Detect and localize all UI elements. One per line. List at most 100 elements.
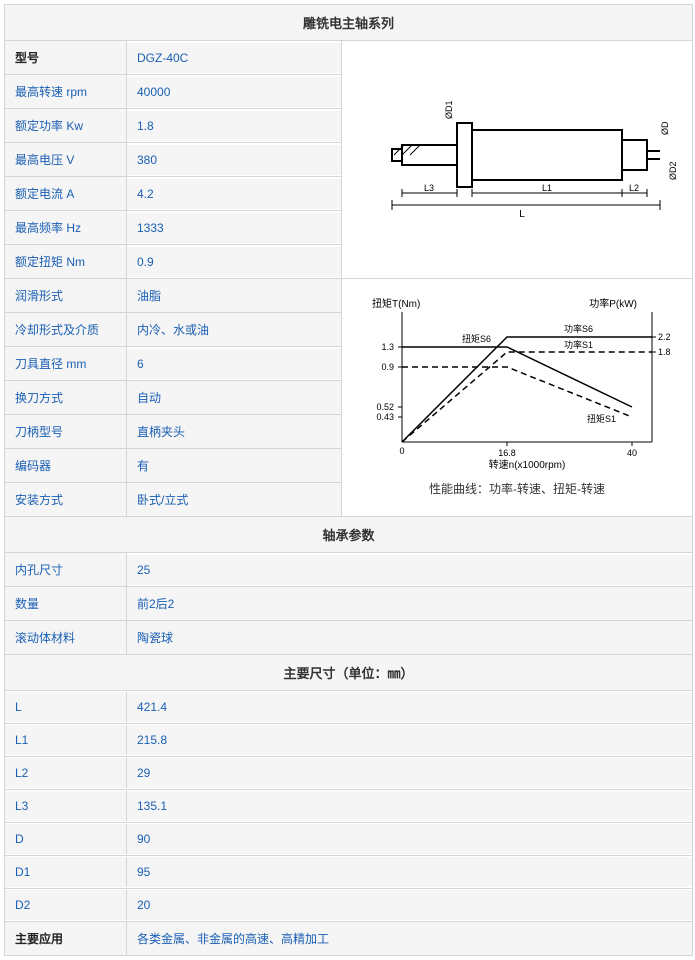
spec-row: D220 [5, 889, 692, 922]
spec-label: 换刀方式 [5, 381, 127, 414]
svg-text:1.3: 1.3 [381, 342, 394, 352]
spec-label: 主要应用 [5, 922, 127, 955]
section3-title: 主要尺寸（单位：㎜） [5, 655, 692, 691]
spec-row: L3135.1 [5, 790, 692, 823]
spec-value: 内冷、水或油 [127, 313, 341, 346]
spec-value: 1333 [127, 213, 341, 243]
svg-text:ØD1: ØD1 [444, 100, 454, 119]
spec-row: 刀具直径 mm6 [5, 347, 341, 381]
spec-value: 6 [127, 349, 341, 379]
spec-label: 润滑形式 [5, 279, 127, 312]
spec-value: 1.8 [127, 111, 341, 141]
spec-row: 换刀方式自动 [5, 381, 341, 415]
svg-text:0.9: 0.9 [381, 362, 394, 372]
svg-text:0: 0 [399, 446, 404, 456]
spec-value: 0.9 [127, 247, 341, 277]
spec-row: 安装方式卧式/立式 [5, 483, 341, 516]
section2-title: 轴承参数 [5, 517, 692, 553]
spec-row: 编码器有 [5, 449, 341, 483]
svg-text:转速n(x1000rpm): 转速n(x1000rpm) [489, 458, 566, 471]
spec-row: 最高电压 V380 [5, 143, 341, 177]
spec-label: 额定电流 A [5, 177, 127, 210]
svg-text:1.8: 1.8 [658, 347, 671, 357]
spindle-diagram-cell: L L1 L2 L3 ØD ØD2 [342, 41, 692, 279]
spindle-diagram: L L1 L2 L3 ØD ØD2 [352, 85, 682, 235]
spec-value: 135.1 [127, 791, 692, 821]
svg-text:扭矩S1: 扭矩S1 [587, 413, 616, 424]
svg-text:2.2: 2.2 [658, 332, 671, 342]
spec-value: 陶瓷球 [127, 621, 692, 654]
spec-label: D [5, 824, 127, 854]
svg-text:ØD2: ØD2 [668, 161, 678, 180]
svg-text:0.52: 0.52 [376, 402, 394, 412]
section3-rows: L421.4L1215.8L229L3135.1D90D195D220主要应用各… [5, 691, 692, 955]
spec-value: 卧式/立式 [127, 483, 341, 516]
spec-value: 29 [127, 758, 692, 788]
section1-content: 型号DGZ-40C最高转速 rpm40000额定功率 Kw1.8最高电压 V38… [5, 41, 692, 517]
spec-row: 额定扭矩 Nm0.9 [5, 245, 341, 279]
spec-label: 安装方式 [5, 483, 127, 516]
spec-row: L421.4 [5, 691, 692, 724]
svg-text:ØD: ØD [660, 120, 670, 134]
spec-value: 油脂 [127, 279, 341, 312]
spec-value: 前2后2 [127, 587, 692, 620]
spec-label: 刀柄型号 [5, 415, 127, 448]
spec-value: 40000 [127, 77, 341, 107]
spec-row: 冷却形式及介质内冷、水或油 [5, 313, 341, 347]
spec-label: 额定扭矩 Nm [5, 245, 127, 278]
spec-value: 直柄夹头 [127, 415, 341, 448]
spec-label: L2 [5, 758, 127, 788]
perf-chart: 扭矩T(Nm) 功率P(kW) 1.3 0.9 0.52 0.43 2.2 1.… [352, 292, 682, 472]
svg-text:功率P(kW): 功率P(kW) [589, 297, 637, 310]
svg-text:L: L [519, 209, 525, 220]
spec-row: L1215.8 [5, 724, 692, 757]
spec-value: 4.2 [127, 179, 341, 209]
spec-value: 有 [127, 449, 341, 482]
spec-value: 25 [127, 555, 692, 585]
spec-row: 额定功率 Kw1.8 [5, 109, 341, 143]
svg-text:扭矩T(Nm): 扭矩T(Nm) [372, 297, 420, 310]
spec-label: L1 [5, 725, 127, 755]
spec-label: 内孔尺寸 [5, 553, 127, 586]
spec-row: L229 [5, 757, 692, 790]
spec-label: 数量 [5, 587, 127, 620]
spec-value: 各类金属、非金属的高速、高精加工 [127, 922, 692, 955]
spec-row: D195 [5, 856, 692, 889]
section1-kv-col: 型号DGZ-40C最高转速 rpm40000额定功率 Kw1.8最高电压 V38… [5, 41, 341, 516]
svg-text:0.43: 0.43 [376, 412, 394, 422]
spec-value: DGZ-40C [127, 43, 341, 73]
perf-chart-cell: 扭矩T(Nm) 功率P(kW) 1.3 0.9 0.52 0.43 2.2 1.… [342, 279, 692, 516]
svg-text:扭矩S6: 扭矩S6 [462, 333, 491, 344]
spec-row: 数量前2后2 [5, 587, 692, 621]
svg-text:L2: L2 [629, 183, 639, 193]
svg-text:功率S6: 功率S6 [564, 323, 593, 334]
spec-label: 额定功率 Kw [5, 109, 127, 142]
spec-label: D2 [5, 890, 127, 920]
svg-text:40: 40 [627, 448, 637, 458]
spec-row: 刀柄型号直柄夹头 [5, 415, 341, 449]
spec-row: 滚动体材料陶瓷球 [5, 621, 692, 654]
spec-value: 90 [127, 824, 692, 854]
spec-row: 最高转速 rpm40000 [5, 75, 341, 109]
spec-row: 最高频率 Hz1333 [5, 211, 341, 245]
spec-value: 自动 [127, 381, 341, 414]
spec-value: 95 [127, 857, 692, 887]
spec-label: 刀具直径 mm [5, 347, 127, 380]
spec-value: 20 [127, 890, 692, 920]
spec-row: D90 [5, 823, 692, 856]
spec-value: 215.8 [127, 725, 692, 755]
spec-label: 型号 [5, 41, 127, 74]
section1-title: 雕铣电主轴系列 [5, 5, 692, 41]
section1-img-col: L L1 L2 L3 ØD ØD2 [341, 41, 692, 516]
spec-row: 主要应用各类金属、非金属的高速、高精加工 [5, 922, 692, 955]
svg-text:L3: L3 [424, 183, 434, 193]
spec-label: 滚动体材料 [5, 621, 127, 654]
spec-page: 雕铣电主轴系列 型号DGZ-40C最高转速 rpm40000额定功率 Kw1.8… [4, 4, 693, 956]
spec-row: 内孔尺寸25 [5, 553, 692, 587]
spec-label: 编码器 [5, 449, 127, 482]
section2-rows: 内孔尺寸25数量前2后2滚动体材料陶瓷球 [5, 553, 692, 655]
spec-value: 421.4 [127, 692, 692, 722]
svg-text:功率S1: 功率S1 [564, 339, 593, 350]
svg-text:16.8: 16.8 [498, 448, 516, 458]
spec-label: L [5, 692, 127, 722]
